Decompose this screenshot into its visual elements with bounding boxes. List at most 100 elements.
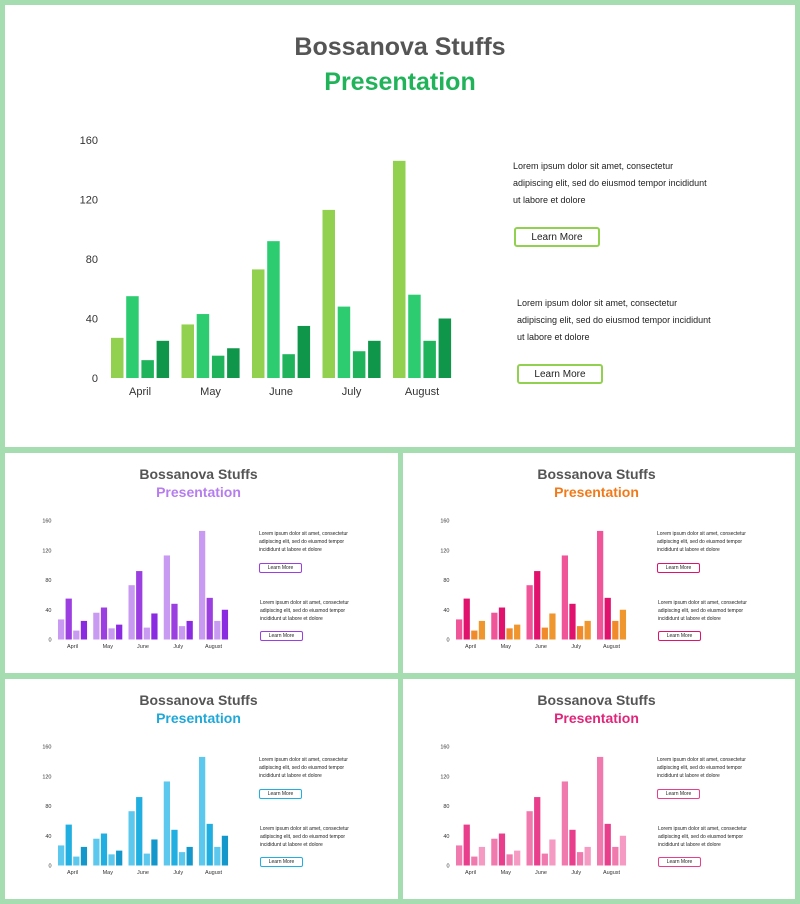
bar: [206, 597, 213, 640]
learn-more-button[interactable]: Learn More: [657, 789, 700, 799]
x-tick-label: June: [269, 386, 293, 398]
body-text: Lorem ipsum dolor sit amet, consectetur …: [259, 757, 348, 779]
body-text: Lorem ipsum dolor sit amet, consectetur …: [260, 826, 349, 848]
bar: [597, 530, 604, 640]
bar: [143, 627, 150, 640]
y-tick-label: 0: [48, 864, 51, 870]
learn-more-button[interactable]: Learn More: [260, 857, 303, 867]
slide-2: Bossanova Stuffs Presentation 0 40 80 120 160 A…: [5, 453, 398, 673]
bar: [171, 603, 178, 640]
bar: [526, 585, 533, 640]
bar: [156, 340, 170, 378]
slide-3: Bossanova Stuffs Presentation 0 40 80 120 160 A…: [403, 453, 795, 673]
bar: [116, 850, 123, 866]
y-tick-label: 0: [92, 373, 98, 385]
slide-title: Bossanova Stuffs: [294, 33, 506, 61]
y-tick-label: 160: [440, 745, 449, 751]
learn-more-label: Learn More: [267, 565, 294, 571]
y-tick-label: 80: [45, 804, 51, 810]
bar: [65, 598, 72, 640]
y-tick-label: 80: [45, 578, 51, 584]
learn-more-button[interactable]: Learn More: [517, 364, 603, 384]
learn-more-label: Learn More: [665, 565, 692, 571]
learn-more-label: Learn More: [534, 368, 586, 380]
bar: [100, 607, 108, 640]
bar: [128, 811, 135, 866]
bar: [498, 607, 506, 640]
bar: [541, 853, 548, 866]
x-tick-label: May: [501, 870, 512, 876]
y-tick-label: 160: [440, 519, 449, 525]
x-tick-label: June: [137, 644, 149, 650]
bar: [456, 619, 463, 640]
bar-chart: 0 40 80 120 160 April May June July August: [440, 519, 627, 650]
bar: [322, 209, 335, 378]
y-tick-label: 120: [42, 774, 51, 780]
x-tick-label: May: [103, 644, 114, 650]
bar: [423, 340, 436, 378]
bar: [93, 612, 100, 640]
x-tick-label: April: [465, 870, 476, 876]
slide-title: Bossanova Stuffs: [139, 466, 258, 482]
slide-title: Bossanova Stuffs: [139, 692, 258, 708]
bar: [116, 624, 123, 640]
y-tick-label: 0: [446, 638, 449, 644]
bar: [100, 833, 108, 866]
slide-subtitle: Presentation: [324, 68, 476, 96]
body-text: Lorem ipsum dolor sit amet, consectetur …: [260, 600, 349, 622]
bar: [206, 823, 213, 866]
x-tick-label: June: [137, 870, 149, 876]
body-text: Lorem ipsum dolor sit amet, consectetur …: [517, 298, 711, 342]
bar: [576, 852, 584, 866]
bar: [584, 846, 591, 866]
bar: [151, 613, 158, 640]
bar-chart: 0 40 80 120 160 April May June July August: [440, 745, 627, 876]
bar: [111, 337, 124, 378]
x-tick-label: June: [535, 870, 547, 876]
learn-more-button[interactable]: Learn More: [259, 563, 302, 573]
bar: [196, 314, 210, 378]
bar: [186, 620, 193, 640]
bar: [199, 756, 206, 866]
slide-subtitle: Presentation: [554, 710, 639, 726]
bar: [214, 846, 221, 866]
bar: [186, 846, 193, 866]
learn-more-button[interactable]: Learn More: [259, 789, 302, 799]
bar: [136, 571, 143, 640]
bar: [478, 846, 486, 866]
body-text: Lorem ipsum dolor sit amet, consectetur …: [658, 600, 747, 622]
learn-more-button[interactable]: Learn More: [657, 563, 700, 573]
bar: [252, 269, 265, 378]
x-tick-label: May: [501, 644, 512, 650]
body-text: Lorem ipsum dolor sit amet, consectetur …: [657, 531, 746, 553]
y-tick-label: 40: [443, 608, 449, 614]
slide-5: Bossanova Stuffs Presentation 0 40 80 120 160 A…: [403, 679, 795, 899]
x-tick-label: July: [571, 644, 581, 650]
learn-more-button[interactable]: Learn More: [514, 227, 600, 247]
bar: [163, 781, 170, 866]
bar: [352, 351, 366, 378]
bar: [438, 318, 452, 378]
bar: [178, 626, 186, 640]
bar: [549, 613, 556, 640]
bar: [211, 355, 225, 378]
y-tick-label: 80: [443, 578, 449, 584]
learn-more-button[interactable]: Learn More: [658, 631, 701, 641]
y-tick-label: 120: [42, 548, 51, 554]
y-tick-label: 40: [86, 314, 98, 326]
slide-subtitle: Presentation: [156, 484, 241, 500]
bar: [612, 846, 619, 866]
y-tick-label: 120: [440, 774, 449, 780]
slide-4: Bossanova Stuffs Presentation 0 40 80 120 160 A…: [5, 679, 398, 899]
bar: [393, 160, 406, 378]
bar: [297, 325, 311, 378]
x-tick-label: August: [603, 870, 621, 876]
learn-more-button[interactable]: Learn More: [658, 857, 701, 867]
learn-more-button[interactable]: Learn More: [260, 631, 303, 641]
y-tick-label: 120: [80, 195, 98, 207]
bar: [73, 856, 80, 866]
bar: [584, 620, 591, 640]
bar-chart: 0 40 80 120 160 April May June July August: [80, 135, 452, 398]
bar: [80, 620, 88, 640]
bar: [463, 824, 470, 866]
